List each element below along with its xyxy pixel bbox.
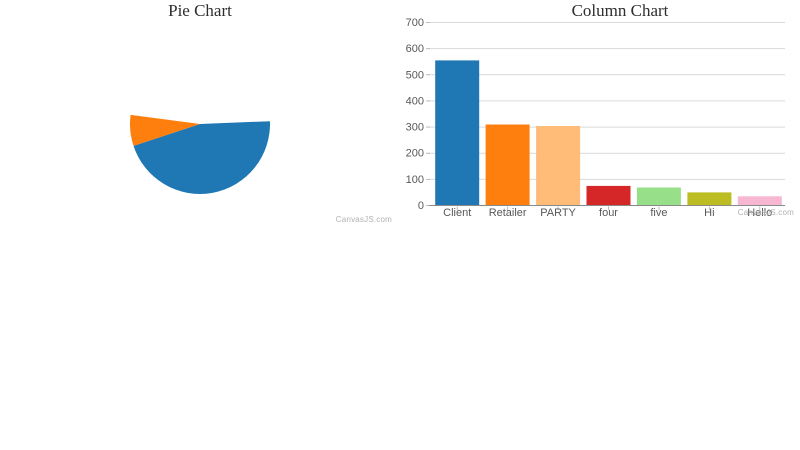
y-axis-label-300: 300: [406, 122, 424, 134]
bar-five[interactable]: [636, 187, 681, 206]
y-axis-label-500: 500: [406, 69, 424, 81]
y-axis-label-0: 0: [418, 200, 424, 212]
pie-orange-slice[interactable]: [130, 114, 200, 146]
x-axis-label-client: Client: [443, 207, 471, 219]
y-axis-label-400: 400: [406, 95, 424, 107]
bar-party[interactable]: [536, 126, 581, 206]
canvasjs-watermark-link[interactable]: CanvasJS.com: [737, 208, 794, 217]
column-chart-panel: Column Chart 0 100 200 300 400 500 600 700 Clien…: [400, 0, 800, 222]
bar-client[interactable]: [435, 60, 480, 206]
bar-retailer[interactable]: [485, 124, 530, 206]
y-axis-label-100: 100: [406, 174, 424, 186]
bar-four[interactable]: [586, 185, 631, 206]
canvasjs-watermark-link[interactable]: CanvasJS.com: [335, 215, 392, 224]
pie-chart-panel: Pie Chart CanvasJS.com: [0, 0, 400, 230]
x-axis-label-retailer: Retailer: [489, 207, 527, 219]
x-axis-label-hello: Hello: [747, 207, 772, 219]
bar-hello[interactable]: [737, 196, 782, 206]
pie-blue-slice[interactable]: [133, 121, 270, 194]
pie-plot-area: [130, 114, 270, 194]
y-axis-label-200: 200: [406, 148, 424, 160]
column-plot-area: 0 100 200 300 400 500 600 700 Client Retailer PART…: [406, 17, 785, 219]
bar-hi[interactable]: [687, 192, 732, 206]
x-axis-label-party: PARTY: [540, 207, 576, 219]
y-axis-label-600: 600: [406, 43, 424, 55]
x-axis-label-four: four: [599, 207, 618, 219]
y-axis-label-700: 700: [406, 17, 424, 29]
x-axis-label-five: five: [650, 207, 667, 219]
x-axis-label-hi: Hi: [704, 207, 714, 219]
